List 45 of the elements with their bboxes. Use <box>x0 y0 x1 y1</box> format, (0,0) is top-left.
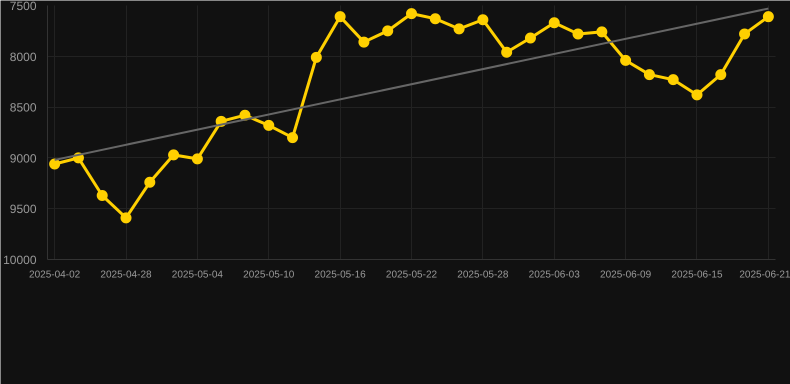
point <box>49 158 60 170</box>
point <box>358 36 370 48</box>
point <box>477 14 488 26</box>
x-tick-label: 2025-06-09 <box>600 270 652 280</box>
point <box>144 176 156 188</box>
point <box>310 52 322 63</box>
x-tick-label: 2025-05-28 <box>457 270 509 280</box>
y-tick-label: 9500 <box>10 202 37 216</box>
point <box>430 13 441 24</box>
point <box>548 17 560 28</box>
point <box>382 25 394 36</box>
x-tick-label: 2025-06-21 <box>739 270 790 280</box>
point <box>715 69 726 80</box>
x-tick-label: 2025-04-28 <box>100 270 152 280</box>
y-tick-label: 9000 <box>10 151 37 166</box>
x-tick-label: 2025-06-03 <box>528 270 580 280</box>
point <box>120 212 132 224</box>
point <box>334 11 346 22</box>
point <box>739 28 750 40</box>
point <box>501 46 512 58</box>
y-tick-label: 10000 <box>3 253 37 267</box>
point <box>263 120 274 131</box>
point <box>524 32 536 44</box>
point <box>668 74 679 86</box>
x-tick-label: 2025-05-10 <box>243 270 295 280</box>
x-tick-label: 2025-04-02 <box>29 270 81 280</box>
x-tick-label: 2025-06-15 <box>671 270 724 280</box>
point <box>406 8 417 20</box>
point <box>572 28 584 40</box>
point <box>644 69 655 80</box>
point <box>691 89 702 100</box>
x-tick-label: 2025-05-16 <box>314 270 366 280</box>
point <box>168 149 180 160</box>
x-tick-label: 2025-05-04 <box>172 270 224 280</box>
point <box>762 11 774 22</box>
y-tick-label: 8500 <box>10 100 37 115</box>
x-tick-label: 2025-05-22 <box>386 270 438 280</box>
point <box>596 26 608 38</box>
point <box>287 132 298 144</box>
point <box>192 153 203 164</box>
y-tick-label: 7500 <box>10 0 37 13</box>
point <box>96 190 108 201</box>
point <box>454 23 465 34</box>
y-tick-label: 8000 <box>10 50 37 64</box>
point <box>620 54 632 66</box>
